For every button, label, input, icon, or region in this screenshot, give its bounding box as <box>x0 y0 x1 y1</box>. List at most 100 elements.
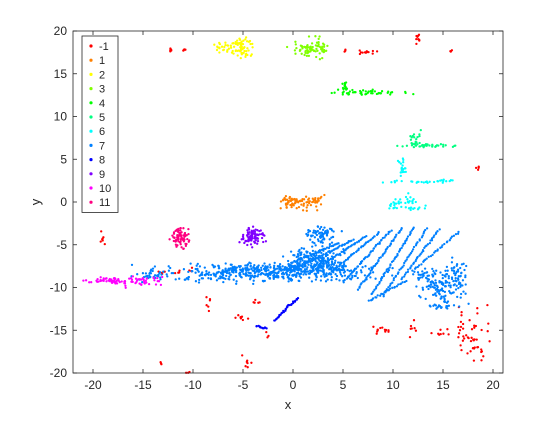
data-point <box>231 42 234 45</box>
data-point <box>307 233 310 237</box>
data-point <box>259 273 262 276</box>
data-point <box>403 273 407 276</box>
data-point <box>183 238 186 241</box>
data-point <box>244 55 247 59</box>
data-point <box>295 199 298 203</box>
data-point <box>344 258 348 262</box>
data-point <box>244 267 247 270</box>
data-point <box>447 274 450 278</box>
data-point <box>457 286 460 290</box>
data-point <box>318 52 321 55</box>
data-point <box>442 178 445 181</box>
data-point <box>449 286 452 289</box>
data-point <box>311 241 314 244</box>
data-point <box>229 273 232 276</box>
data-point <box>432 304 435 307</box>
data-point <box>219 277 222 280</box>
data-point <box>290 261 293 265</box>
data-point <box>303 263 306 266</box>
data-point <box>447 304 451 307</box>
data-point <box>369 251 372 254</box>
data-point <box>359 269 363 272</box>
data-point <box>304 195 308 198</box>
data-point <box>303 45 306 49</box>
data-point <box>373 90 377 93</box>
data-point <box>224 262 227 265</box>
data-point <box>429 254 433 258</box>
data-point <box>435 287 439 291</box>
data-point <box>351 88 354 92</box>
legend-label: 2 <box>99 69 105 81</box>
data-point <box>418 254 421 257</box>
data-point <box>440 289 444 292</box>
data-point <box>293 197 296 201</box>
data-point <box>308 45 312 49</box>
data-point <box>459 344 462 347</box>
data-point <box>267 269 270 272</box>
data-point <box>316 49 319 52</box>
data-point <box>358 49 361 52</box>
data-point <box>345 277 349 280</box>
data-point <box>422 249 425 253</box>
data-point <box>320 225 323 229</box>
data-point <box>298 264 301 268</box>
data-point <box>441 283 445 287</box>
data-point <box>281 265 284 268</box>
series-4-points <box>330 81 415 96</box>
data-point <box>177 271 180 274</box>
data-point <box>444 144 447 147</box>
data-point <box>361 89 365 92</box>
data-point <box>371 271 375 274</box>
data-point <box>461 322 465 326</box>
data-point <box>317 255 321 258</box>
data-point <box>431 253 434 257</box>
data-point <box>307 54 311 58</box>
data-point <box>239 56 242 60</box>
data-point <box>171 234 174 237</box>
data-point <box>406 268 410 271</box>
data-point <box>319 269 322 272</box>
data-point <box>305 232 308 236</box>
x-tick-label: 15 <box>436 378 450 392</box>
data-point <box>399 162 403 165</box>
data-point <box>326 278 329 281</box>
data-point <box>256 267 259 270</box>
data-point <box>364 90 367 93</box>
data-point <box>444 279 447 283</box>
data-point <box>330 260 334 263</box>
data-point <box>198 278 201 282</box>
data-point <box>260 236 264 240</box>
data-point <box>427 284 430 288</box>
data-point <box>393 179 396 183</box>
data-point <box>332 230 335 233</box>
data-point <box>320 275 323 278</box>
data-point <box>141 276 144 280</box>
data-point <box>406 200 410 203</box>
data-point <box>101 238 104 241</box>
data-point <box>448 239 451 242</box>
data-point <box>378 282 381 285</box>
data-point <box>180 234 183 237</box>
data-point <box>414 144 418 147</box>
data-point <box>320 260 324 263</box>
data-point <box>403 280 406 284</box>
data-point <box>410 180 413 183</box>
data-point <box>213 43 216 46</box>
data-points <box>82 33 491 374</box>
data-point <box>322 237 326 241</box>
data-point <box>251 236 254 239</box>
data-point <box>443 242 446 246</box>
data-point <box>265 330 268 334</box>
data-point <box>167 269 171 272</box>
data-point <box>298 279 301 283</box>
data-point <box>412 145 416 149</box>
legend-label: 7 <box>99 140 105 152</box>
data-point <box>108 279 111 283</box>
data-point <box>462 290 465 293</box>
data-point <box>355 250 358 254</box>
data-point <box>380 279 383 282</box>
data-point <box>387 232 390 236</box>
data-point <box>480 328 483 332</box>
data-point <box>290 205 293 209</box>
data-point <box>443 300 447 304</box>
